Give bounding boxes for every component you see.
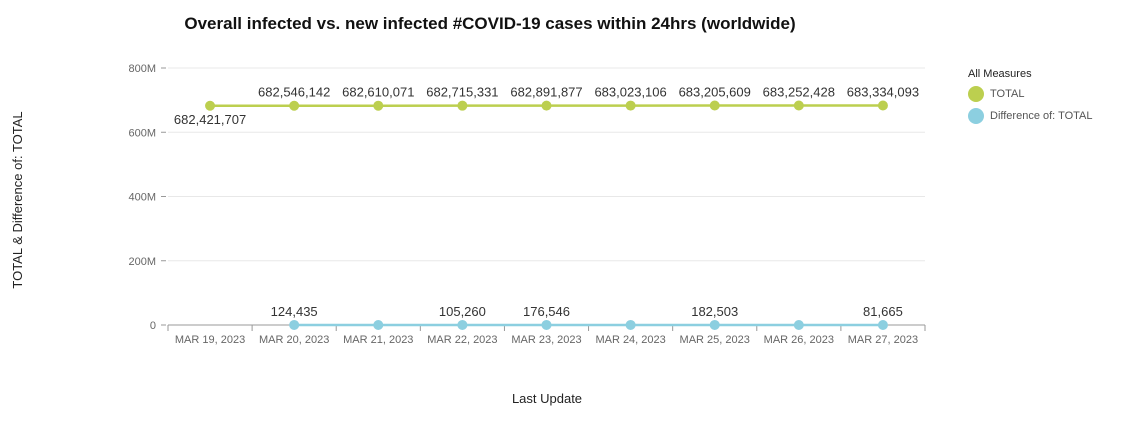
y-tick-label: 200M <box>128 256 156 268</box>
data-label-difference: 176,546 <box>523 304 570 319</box>
x-axis-title: Last Update <box>512 391 582 406</box>
legend-swatch-total <box>968 86 984 102</box>
data-label-total: 682,891,877 <box>510 85 582 100</box>
legend-item-total[interactable]: TOTAL <box>968 86 1093 102</box>
y-tick-label: 800M <box>128 63 156 75</box>
x-tick-label: MAR 25, 2023 <box>680 334 750 346</box>
data-label-total: 683,334,093 <box>847 84 919 99</box>
x-tick-labels: MAR 19, 2023 MAR 20, 2023 MAR 21, 2023 MAR … <box>175 334 918 346</box>
data-point-total <box>625 100 636 111</box>
data-point-difference <box>877 319 888 330</box>
x-tick-label: MAR 23, 2023 <box>511 334 581 346</box>
data-point-difference <box>373 319 384 330</box>
data-label-total: 682,715,331 <box>426 85 498 100</box>
data-point-difference <box>289 319 300 330</box>
data-label-total: 682,546,142 <box>258 85 330 100</box>
legend-swatch-difference <box>968 108 984 124</box>
series-layer <box>205 100 888 330</box>
data-label-difference: 124,435 <box>271 304 318 319</box>
legend-item-difference[interactable]: Difference of: TOTAL <box>968 108 1093 124</box>
x-tick-label: MAR 21, 2023 <box>343 334 413 346</box>
x-tick-label: MAR 22, 2023 <box>427 334 497 346</box>
data-point-difference <box>709 319 720 330</box>
chart-title: Overall infected vs. new infected #COVID… <box>184 14 796 33</box>
data-point-total <box>373 100 384 111</box>
data-point-difference <box>541 319 552 330</box>
data-point-total <box>541 100 552 111</box>
data-label-total: 682,421,707 <box>174 112 246 127</box>
data-point-total <box>793 100 804 111</box>
x-tick-label: MAR 26, 2023 <box>764 334 834 346</box>
data-label-total: 683,252,428 <box>763 85 835 100</box>
legend-label-total: TOTAL <box>990 88 1025 100</box>
y-tick-labels: 0 200M 400M 600M 800M <box>128 63 156 332</box>
y-axis-title: TOTAL & Difference of: TOTAL <box>10 111 25 288</box>
legend-label-difference: Difference of: TOTAL <box>990 110 1093 122</box>
data-point-total <box>289 100 300 111</box>
x-tick-label: MAR 27, 2023 <box>848 334 918 346</box>
data-point-total <box>877 100 888 111</box>
gridlines <box>168 67 925 262</box>
data-label-total: 683,023,106 <box>594 85 666 100</box>
data-label-difference: 182,503 <box>691 304 738 319</box>
data-point-difference <box>793 319 804 330</box>
x-tick-label: MAR 20, 2023 <box>259 334 329 346</box>
data-point-total <box>709 100 720 111</box>
data-label-total: 683,205,609 <box>679 85 751 100</box>
data-point-difference <box>457 319 468 330</box>
data-label-total: 682,610,071 <box>342 85 414 100</box>
x-tick-label: MAR 19, 2023 <box>175 334 245 346</box>
legend-title: All Measures <box>968 68 1032 80</box>
data-point-total <box>205 100 216 111</box>
y-tick-label: 0 <box>150 320 156 332</box>
data-label-difference: 81,665 <box>863 304 903 319</box>
y-tick-label: 600M <box>128 127 156 139</box>
data-point-difference <box>625 319 636 330</box>
data-label-difference: 105,260 <box>439 304 486 319</box>
data-point-total <box>457 100 468 111</box>
x-tick-label: MAR 24, 2023 <box>595 334 665 346</box>
legend: All Measures TOTAL Difference of: TOTAL <box>968 68 1093 130</box>
y-tick-label: 400M <box>128 192 156 204</box>
data-labels: 682,421,707 682,546,142 682,610,071 682,715… <box>174 84 919 318</box>
